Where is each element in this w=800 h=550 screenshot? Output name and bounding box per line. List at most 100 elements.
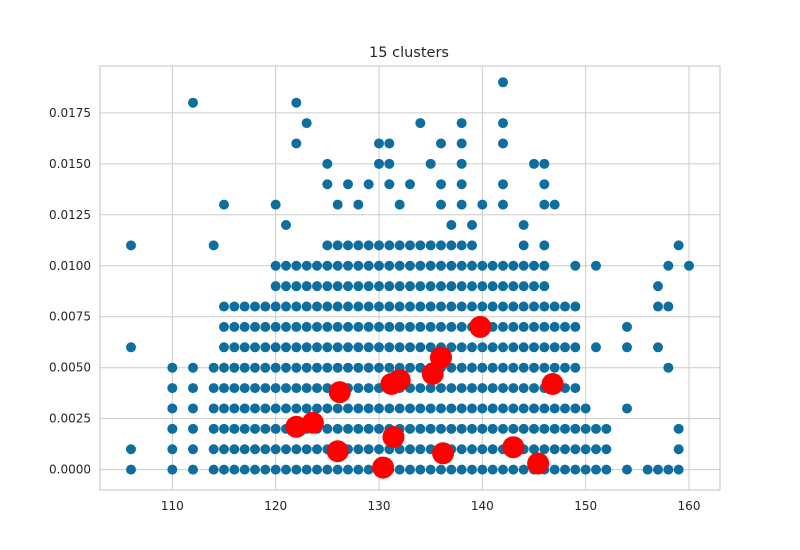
data-point <box>281 281 291 292</box>
data-point <box>250 403 260 414</box>
data-point <box>405 444 415 455</box>
data-point <box>518 281 529 292</box>
data-point <box>436 199 446 210</box>
data-point <box>560 464 570 475</box>
data-point <box>591 342 601 353</box>
data-point <box>477 199 488 210</box>
data-point <box>560 321 570 332</box>
data-point <box>498 260 508 271</box>
data-point <box>591 423 601 434</box>
data-point <box>425 301 436 312</box>
data-point <box>374 301 384 312</box>
data-point <box>601 444 612 455</box>
data-point <box>570 260 581 271</box>
data-point <box>167 383 178 394</box>
data-point <box>250 342 260 353</box>
data-point <box>167 423 178 434</box>
data-point <box>570 362 581 373</box>
data-point <box>363 301 374 312</box>
data-point <box>291 362 302 373</box>
data-point <box>405 301 415 312</box>
data-point <box>219 444 229 455</box>
data-point <box>549 403 560 414</box>
data-point <box>260 301 271 312</box>
data-point <box>425 423 436 434</box>
data-point <box>229 403 240 414</box>
data-point <box>126 342 136 353</box>
data-point <box>270 281 281 292</box>
data-point <box>456 240 467 251</box>
data-point <box>219 199 229 210</box>
data-point <box>250 362 260 373</box>
data-point <box>322 342 333 353</box>
data-point <box>529 301 539 312</box>
data-point <box>436 321 446 332</box>
data-point <box>312 444 322 455</box>
data-point <box>394 464 405 475</box>
data-point <box>673 444 684 455</box>
data-point <box>456 260 467 271</box>
data-point <box>570 301 581 312</box>
data-point <box>363 403 374 414</box>
data-point <box>260 362 271 373</box>
data-point <box>229 342 240 353</box>
data-point <box>250 444 260 455</box>
data-point <box>539 444 550 455</box>
data-point <box>446 423 457 434</box>
data-point <box>508 260 519 271</box>
data-point <box>456 281 467 292</box>
data-point <box>425 281 436 292</box>
data-point <box>529 260 539 271</box>
data-point <box>343 321 353 332</box>
data-point <box>301 362 312 373</box>
x-tick-label: 120 <box>264 499 287 513</box>
data-point <box>518 301 529 312</box>
data-point <box>518 362 529 373</box>
data-point <box>281 403 291 414</box>
data-point <box>663 464 674 475</box>
x-tick-label: 130 <box>368 499 391 513</box>
data-point <box>436 301 446 312</box>
data-point <box>456 158 467 169</box>
data-point <box>229 423 240 434</box>
data-point <box>560 301 570 312</box>
y-tick-label: 0.0125 <box>49 208 91 222</box>
data-point <box>270 260 281 271</box>
data-point <box>167 464 178 475</box>
cluster-center <box>430 346 452 369</box>
data-point <box>239 403 250 414</box>
data-point <box>363 423 374 434</box>
data-point <box>467 342 477 353</box>
data-point <box>353 423 364 434</box>
data-point <box>343 301 353 312</box>
data-point <box>291 138 302 149</box>
data-point <box>570 464 581 475</box>
data-point <box>229 301 240 312</box>
data-point <box>425 158 436 169</box>
data-point <box>363 281 374 292</box>
data-point <box>539 260 550 271</box>
data-point <box>126 240 136 251</box>
data-point <box>622 342 632 353</box>
data-point <box>508 321 519 332</box>
data-point <box>467 423 477 434</box>
data-point <box>353 240 364 251</box>
data-point <box>301 342 312 353</box>
data-point <box>549 301 560 312</box>
data-point <box>188 444 198 455</box>
data-point <box>467 464 477 475</box>
data-point <box>425 403 436 414</box>
data-point <box>477 362 488 373</box>
data-point <box>498 281 508 292</box>
data-point <box>394 342 405 353</box>
cluster-center <box>382 426 405 448</box>
data-point <box>374 362 384 373</box>
data-point <box>250 464 260 475</box>
data-point <box>446 403 457 414</box>
data-point <box>467 383 477 394</box>
data-point <box>291 342 302 353</box>
data-point <box>301 464 312 475</box>
data-point <box>332 362 343 373</box>
data-point <box>270 301 281 312</box>
data-point <box>281 464 291 475</box>
